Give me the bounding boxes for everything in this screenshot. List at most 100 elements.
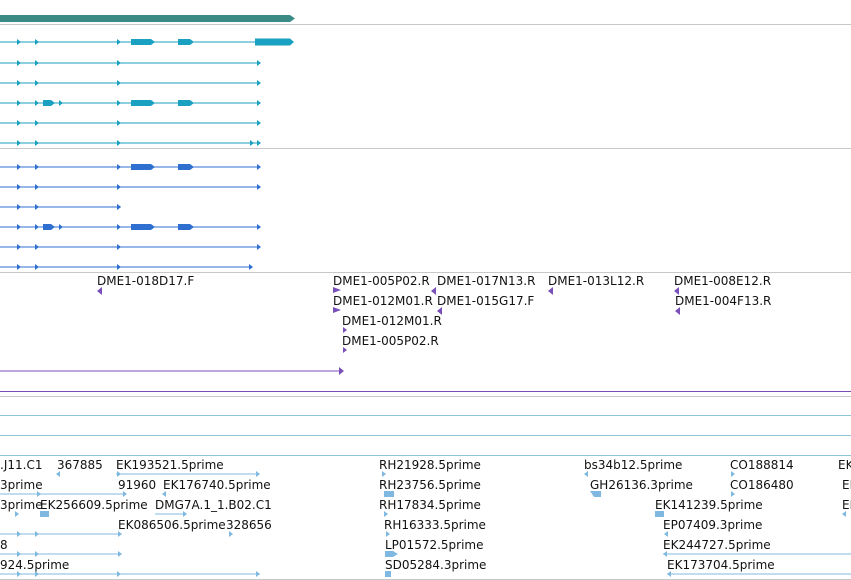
arrow-right-icon [118,531,122,537]
est-label[interactable]: 328656 [226,518,272,532]
est-label[interactable]: EI [842,478,851,492]
est-label[interactable]: RH17834.5prime [379,498,481,512]
est-label[interactable]: 3prime [0,478,43,492]
arrow-left-icon [664,531,668,537]
arrow-right-icon [59,100,63,106]
scaffold-bar[interactable] [0,15,295,22]
arrow-right-icon [35,264,39,270]
est-label[interactable]: EI [842,498,851,512]
est-label[interactable]: EK244727.5prime [663,538,771,552]
exon-block[interactable] [655,511,664,517]
bac-label[interactable]: DME1-013L12.R [548,274,645,288]
arrow-right-icon [35,140,39,146]
arrow-right-icon [35,120,39,126]
arrow-right-icon [343,327,347,333]
bac-label[interactable]: DME1-005P02.R [342,334,439,348]
exon-block[interactable] [384,491,394,497]
arrow-right-icon [117,204,121,210]
est-label[interactable]: EK193521.5prime [116,458,224,472]
exon-block[interactable] [43,100,55,106]
arrow-right-icon [17,204,21,210]
arrow-right-icon [343,347,347,353]
arrow-right-icon [35,531,39,537]
arrow-right-icon [117,471,121,477]
est-label[interactable]: EK256609.5prime [40,498,148,512]
est-label[interactable]: EK176740.5prime [163,478,271,492]
exon-block[interactable] [43,224,55,230]
est-label[interactable]: RH16333.5prime [384,518,486,532]
arrow-right-icon [117,120,121,126]
arrow-right-icon [229,531,233,537]
est-label[interactable]: EK173704.5prime [667,558,775,572]
bac-label[interactable]: DME1-012M01.R [333,294,433,308]
est-label[interactable]: 924.5prime [0,558,70,572]
exon-block[interactable] [178,100,194,106]
bac-label[interactable]: DME1-008E12.R [674,274,772,288]
arrow-left-icon [431,287,436,295]
arrow-right-icon [249,264,253,270]
est-label[interactable]: CO186480 [730,478,794,492]
bac-label[interactable]: DME1-015G17.F [437,294,535,308]
est-label[interactable]: DMG7A.1_1.B02.C1 [155,498,272,512]
arrow-right-icon [17,244,21,250]
arrow-left-icon [437,307,442,315]
exon-block[interactable] [385,571,391,577]
arrow-right-icon [339,367,344,375]
est-label[interactable]: 3prime [0,498,43,512]
arrow-left-icon [56,471,60,477]
exon-block[interactable] [131,39,155,45]
exon-block[interactable] [178,39,194,45]
est-label[interactable]: SD05284.3prime [385,558,487,572]
bac-label[interactable]: DME1-017N13.R [437,274,536,288]
arrow-right-icon [35,204,39,210]
arrow-right-icon [257,244,261,250]
exon-block[interactable] [255,38,294,46]
arrow-right-icon [17,140,21,146]
bac-label[interactable]: DME1-018D17.F [97,274,195,288]
exon-block[interactable] [590,491,601,497]
arrow-right-icon [117,80,121,86]
arrow-right-icon [256,571,260,577]
est-label[interactable]: RH23756.5prime [379,478,481,492]
est-label[interactable]: .J11.C1 [0,458,43,472]
est-label[interactable]: LP01572.5prime [385,538,484,552]
arrow-right-icon [250,140,254,146]
arrow-right-icon [59,224,63,230]
est-label[interactable]: bs34b12.5prime [584,458,683,472]
est-label[interactable]: EK141239.5prime [655,498,763,512]
bac-label[interactable]: DME1-005P02.R [333,274,430,288]
arrow-right-icon [17,80,21,86]
bac-label[interactable]: DME1-004F13.R [675,294,772,308]
arrow-right-icon [35,224,39,230]
est-label[interactable]: EK086506.5prime [118,518,226,532]
arrow-right-icon [35,184,39,190]
arrow-right-icon [117,264,121,270]
est-label[interactable]: CO188814 [730,458,794,472]
exon-block[interactable] [131,224,155,230]
est-label[interactable]: EP07409.3prime [663,518,763,532]
arrow-right-icon [17,224,21,230]
bac-label[interactable]: DME1-012M01.R [342,314,442,328]
arrow-right-icon [17,60,21,66]
arrow-left-icon [584,471,588,477]
arrow-left-icon [667,571,671,577]
exon-block[interactable] [178,224,194,230]
exon-block[interactable] [131,164,155,170]
exon-block[interactable] [178,164,194,170]
arrow-left-icon [548,287,553,295]
arrow-right-icon [257,60,261,66]
arrow-right-icon [35,551,39,557]
arrow-left-icon [674,287,679,295]
est-label[interactable]: 8 [0,538,8,552]
exon-block[interactable] [385,551,398,557]
est-label[interactable]: RH21928.5prime [379,458,481,472]
est-label[interactable]: GH26136.3prime [590,478,693,492]
exon-block[interactable] [131,100,155,106]
est-label[interactable]: EK [838,458,851,472]
arrow-right-icon [256,471,260,477]
est-label[interactable]: 367885 [57,458,103,472]
exon-block[interactable] [40,511,49,517]
est-label[interactable]: 91960 [118,478,157,492]
